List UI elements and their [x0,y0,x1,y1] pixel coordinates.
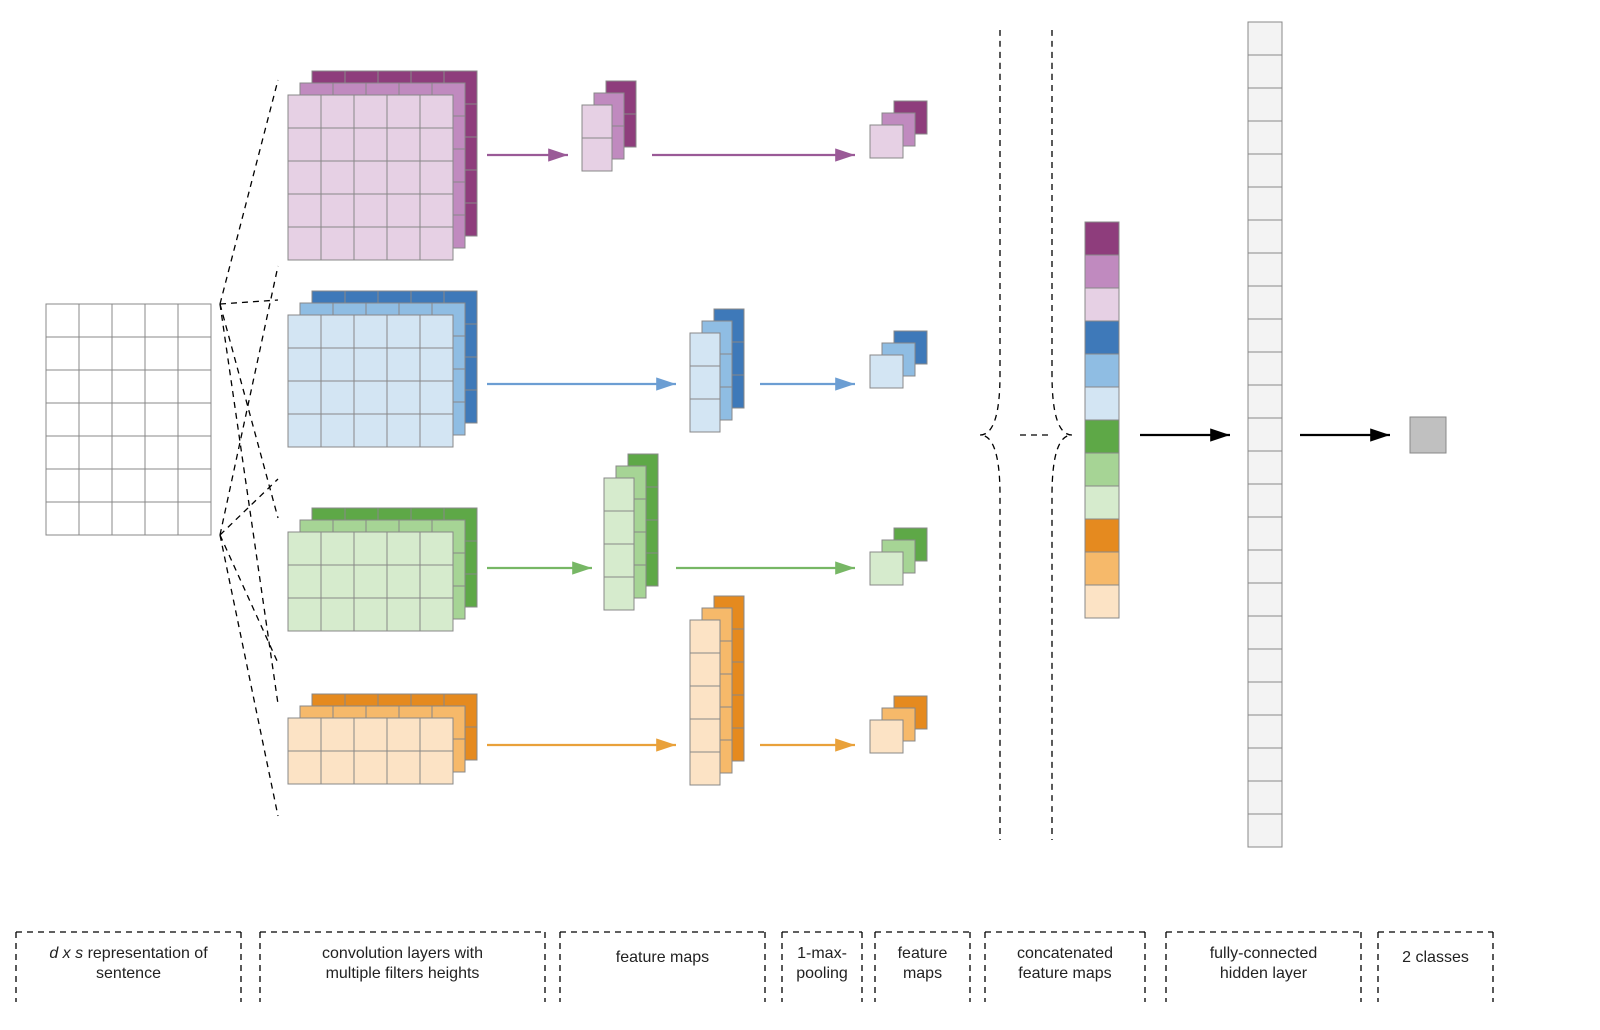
input-matrix [46,304,211,535]
lab_conv-line1: multiple filters heights [326,965,480,982]
grid [604,478,634,610]
conv-stack-blue [288,291,477,447]
lab_concat: concatenated feature maps [985,932,1145,1002]
grid [288,532,453,631]
pooled-stack-blue [870,331,927,388]
lab_hidden-line0: fully-connected [1210,945,1318,962]
lab_feat-line0: feature [898,945,948,962]
conv-stack-green [288,508,477,631]
brace-right [1052,30,1072,840]
concat-vector [1085,222,1119,618]
lab_input-line0: d x s representation of [49,945,208,962]
lab_feat-line1: maps [903,965,942,982]
lab_hidden-line1: hidden layer [1220,965,1308,982]
featuremap-stack-orange [690,596,744,785]
lab_concat-line1: feature maps [1018,965,1111,982]
conv-stack-orange [288,694,477,784]
pooled-stack-orange [870,696,927,753]
lab_fmap: feature maps [560,932,765,1002]
grid [690,620,720,785]
lab_hidden: fully-connected hidden layer [1166,932,1361,1002]
lab_fmap-line0: feature maps [616,949,709,966]
lab_pool-line0: 1-max- [797,945,847,962]
lab_input: d x s representation of sentence [16,932,241,1002]
grid [582,105,612,171]
featuremap-stack-green [604,454,658,610]
grid [690,333,720,432]
hidden-layer [1248,22,1282,847]
lab_feat: feature maps [875,932,970,1002]
lab_out: 2 classes [1378,932,1493,1002]
lab_pool-line1: pooling [796,965,848,982]
conv-stack-purple [288,71,477,260]
lab_conv: convolution layers with multiple filters … [260,932,545,1002]
featuremap-stack-purple [582,81,636,171]
brace-left [980,30,1000,840]
lab_out-line0: 2 classes [1402,949,1469,966]
lab_pool: 1-max-pooling [782,932,862,1002]
fanout-lines [220,80,278,816]
grid [288,718,453,784]
featuremap-stack-blue [690,309,744,432]
lab_conv-line0: convolution layers with [322,945,483,962]
output-cell [1410,417,1446,453]
lab_input-line1: sentence [96,965,161,982]
lab_concat-line0: concatenated [1017,945,1113,962]
grid [288,95,453,260]
grid [288,315,453,447]
pooled-stack-green [870,528,927,585]
pooled-stack-purple [870,101,927,158]
